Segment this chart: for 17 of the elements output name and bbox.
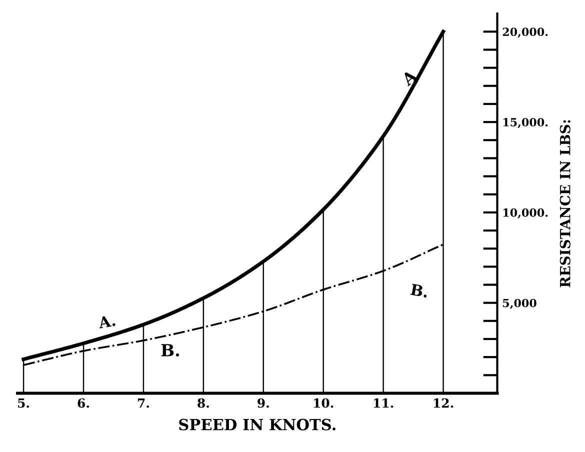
x-tick-label: 10. bbox=[314, 398, 334, 408]
x-tick-label: 9. bbox=[258, 398, 269, 408]
annotation: B. bbox=[410, 284, 428, 298]
x-tick-label: 6. bbox=[78, 398, 90, 408]
y-tick-label: 5,000 bbox=[503, 298, 536, 309]
y-tick-label: 15,000. bbox=[503, 118, 548, 128]
x-tick-label: 12. bbox=[434, 398, 454, 408]
series-label: B. bbox=[161, 344, 180, 356]
y-tick-label: 20,000. bbox=[502, 28, 548, 38]
y-tick-label: 10,000. bbox=[503, 208, 548, 218]
x-tick-label: 8. bbox=[198, 398, 209, 408]
x-tick-label: 7. bbox=[138, 398, 149, 408]
x-tick-label: 11. bbox=[374, 398, 394, 408]
y-axis-title: RESISTANCE IN LBS: bbox=[560, 120, 570, 288]
annotation: A. bbox=[98, 314, 116, 329]
x-tick-label: 5. bbox=[18, 398, 30, 408]
x-axis-title: SPEED IN KNOTS. bbox=[179, 418, 336, 430]
